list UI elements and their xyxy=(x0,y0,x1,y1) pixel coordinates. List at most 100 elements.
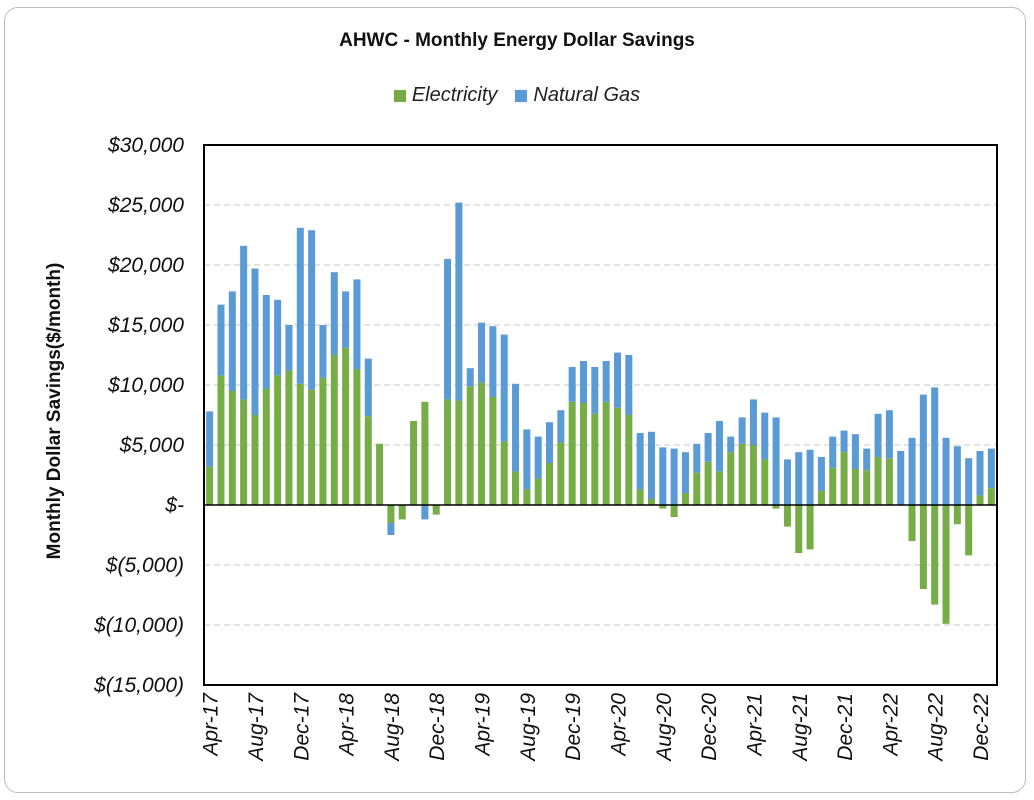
bar-electricity xyxy=(965,505,973,556)
bar-electricity xyxy=(987,488,995,505)
bar-electricity xyxy=(783,505,791,527)
bar-electricity xyxy=(240,399,248,505)
bar-electricity xyxy=(546,463,554,505)
bar-electricity xyxy=(330,355,338,505)
bar-natural-gas xyxy=(319,325,327,378)
bar-natural-gas xyxy=(919,394,927,505)
legend-swatch-electricity xyxy=(393,89,406,102)
x-tick-label: Apr-17 xyxy=(200,692,223,758)
bar-natural-gas xyxy=(421,505,429,520)
bar-electricity xyxy=(591,413,599,505)
bar-electricity xyxy=(715,471,723,505)
bar-natural-gas xyxy=(851,434,859,469)
bar-electricity xyxy=(908,505,916,541)
y-tick-label: $30,000 xyxy=(107,134,184,157)
bar-electricity xyxy=(942,505,950,624)
bar-electricity xyxy=(421,401,429,505)
x-tick-label: Apr-20 xyxy=(607,693,630,758)
bar-natural-gas xyxy=(466,368,474,387)
bar-electricity xyxy=(931,505,939,605)
bar-electricity xyxy=(444,399,452,505)
y-tick-label: $(15,000) xyxy=(93,674,184,697)
bar-electricity xyxy=(568,401,576,505)
bar-electricity xyxy=(602,401,610,505)
bar-natural-gas xyxy=(579,361,588,403)
bar-natural-gas xyxy=(546,422,554,463)
bar-electricity xyxy=(489,397,497,505)
bar-natural-gas xyxy=(308,230,316,390)
bar-electricity xyxy=(206,466,214,505)
bar-electricity xyxy=(693,472,701,505)
bar-natural-gas xyxy=(693,443,701,473)
bar-electricity xyxy=(228,391,236,505)
bar-natural-gas xyxy=(987,448,995,489)
plot-area-border xyxy=(203,144,998,686)
bar-natural-gas xyxy=(342,291,350,348)
bar-natural-gas xyxy=(602,361,610,402)
y-tick-label: $(10,000) xyxy=(93,614,184,637)
bar-natural-gas xyxy=(840,430,848,453)
bar-electricity xyxy=(976,495,984,505)
bar-electricity xyxy=(364,416,372,505)
bar-natural-gas xyxy=(478,322,486,383)
bar-natural-gas xyxy=(965,458,973,505)
bar-natural-gas xyxy=(908,437,916,505)
bar-electricity xyxy=(953,505,961,525)
bar-electricity xyxy=(500,441,508,505)
bar-electricity xyxy=(557,442,565,505)
bar-electricity xyxy=(296,383,304,505)
bar-electricity xyxy=(647,499,655,505)
bar-electricity xyxy=(523,489,531,505)
bar-electricity xyxy=(772,505,780,509)
bar-electricity xyxy=(410,421,418,505)
bar-electricity xyxy=(727,452,735,505)
bar-electricity xyxy=(829,467,837,505)
bar-electricity xyxy=(681,493,689,505)
bar-electricity xyxy=(262,388,270,505)
bar-natural-gas xyxy=(863,448,871,471)
y-tick-label: $15,000 xyxy=(107,314,184,337)
bar-electricity xyxy=(534,478,542,505)
bar-natural-gas xyxy=(387,523,395,535)
bar-natural-gas xyxy=(330,272,338,355)
bar-electricity xyxy=(851,469,859,505)
bar-natural-gas xyxy=(274,299,282,376)
legend-label-electricity: Electricity xyxy=(411,84,498,106)
bar-electricity xyxy=(749,445,757,505)
bar-electricity xyxy=(919,505,927,589)
bar-electricity xyxy=(285,370,293,505)
bar-electricity xyxy=(874,457,882,505)
x-tick-label: Apr-18 xyxy=(336,693,359,758)
bar-natural-gas xyxy=(976,451,984,496)
bar-natural-gas xyxy=(874,413,882,457)
y-axis-title: Monthly Dollar Savings($/month) xyxy=(44,263,65,560)
bar-natural-gas xyxy=(806,449,814,505)
x-tick-label: Dec-21 xyxy=(834,693,857,761)
bar-electricity xyxy=(885,458,893,505)
x-tick-label: Dec-22 xyxy=(970,693,993,761)
bar-natural-gas xyxy=(613,352,622,408)
bar-natural-gas xyxy=(942,437,950,505)
y-tick-label: $- xyxy=(164,494,184,517)
bar-natural-gas xyxy=(817,457,825,491)
y-tick-label: $(5,000) xyxy=(105,554,184,577)
x-tick-label: Dec-19 xyxy=(562,693,585,761)
bar-natural-gas xyxy=(885,410,893,459)
bar-natural-gas xyxy=(500,334,508,442)
bar-natural-gas xyxy=(489,326,497,397)
x-tick-label: Aug-18 xyxy=(381,693,404,763)
bar-natural-gas xyxy=(659,447,667,505)
x-tick-label: Aug-22 xyxy=(925,693,948,763)
bar-electricity xyxy=(512,471,520,505)
y-tick-label: $5,000 xyxy=(119,434,185,457)
bar-electricity xyxy=(455,400,463,505)
bar-natural-gas xyxy=(783,459,791,505)
bar-natural-gas xyxy=(647,431,655,499)
bar-natural-gas xyxy=(217,304,225,376)
bar-electricity xyxy=(761,459,769,505)
bar-electricity xyxy=(613,407,622,505)
bar-electricity xyxy=(478,382,486,505)
bar-electricity xyxy=(376,443,384,505)
bar-electricity xyxy=(625,415,633,505)
bar-natural-gas xyxy=(228,291,236,391)
